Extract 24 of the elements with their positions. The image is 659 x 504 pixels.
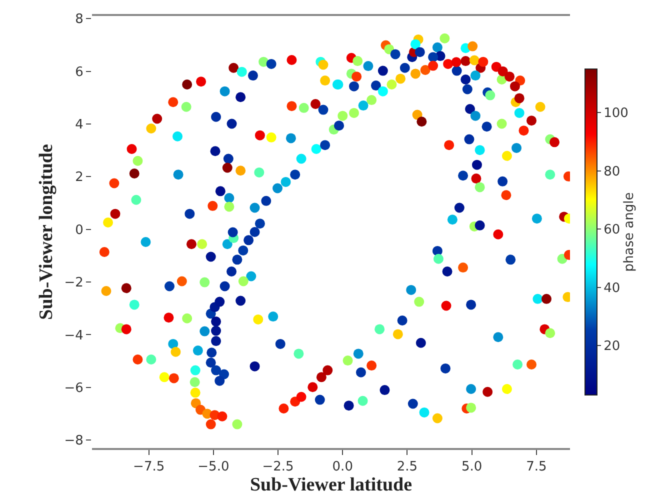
x-tick-label: 5.0	[461, 459, 482, 474]
y-tick-label: −2	[64, 276, 84, 291]
x-tick-label: −2.5	[262, 459, 294, 474]
x-tick-label: 7.5	[526, 459, 547, 474]
y-tick-label: 0	[75, 222, 84, 238]
x-tick-label: −5.0	[198, 459, 230, 474]
y-tick-label: 8	[75, 12, 84, 28]
y-tick-label: −4	[64, 328, 84, 344]
y-tick-label: 2	[75, 170, 84, 186]
x-tick-label: −7.5	[133, 459, 165, 474]
color-bar-title: phase angle	[622, 192, 638, 272]
color-bar-label: 80	[604, 164, 620, 180]
color-bar-label: 40	[604, 280, 620, 296]
y-tick-label: −8	[64, 434, 84, 449]
color-bar-label: 20	[604, 339, 620, 354]
color-bar-label: 100	[604, 106, 628, 122]
y-tick-label: −6	[64, 380, 84, 396]
x-tick-label: 2.5	[396, 459, 418, 474]
x-axis-title: Sub-Viewer latitude	[250, 474, 412, 496]
y-axis-title: Sub-Viewer longitude	[36, 144, 58, 320]
x-tick-label: 0.0	[332, 459, 353, 474]
color-bar-label: 60	[604, 222, 620, 238]
y-tick-label: 6	[75, 64, 84, 80]
y-tick-label: 4	[75, 118, 84, 133]
